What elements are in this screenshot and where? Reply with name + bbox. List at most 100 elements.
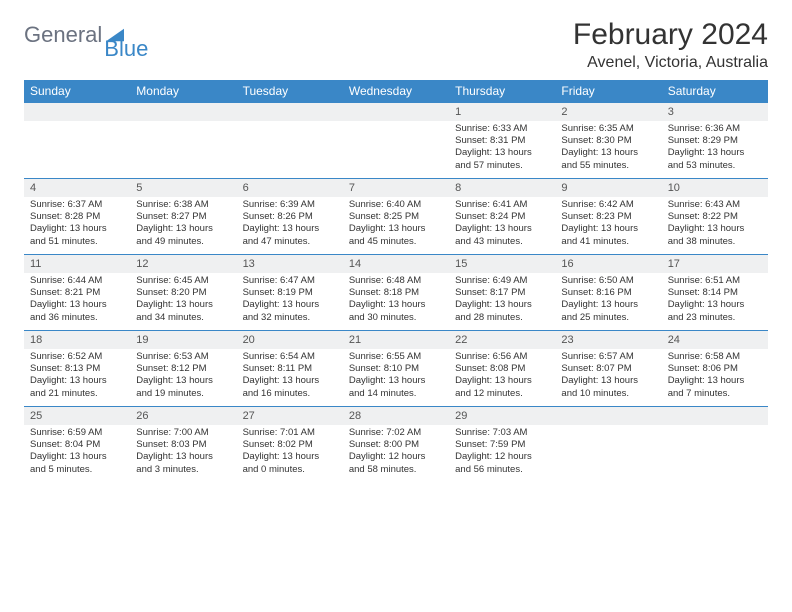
sunset-text: Sunset: 8:16 PM [561,287,655,299]
daylight-text: Daylight: 13 hours and 7 minutes. [668,375,762,400]
sunset-text: Sunset: 8:12 PM [136,363,230,375]
day-number-cell: 4 [24,179,130,197]
sunset-text: Sunset: 8:11 PM [243,363,337,375]
sunset-text: Sunset: 7:59 PM [455,439,549,451]
day-detail-row: Sunrise: 6:44 AMSunset: 8:21 PMDaylight:… [24,273,768,331]
day-number-cell: 21 [343,331,449,349]
weekday-header: Tuesday [237,80,343,103]
day-detail-cell: Sunrise: 7:03 AMSunset: 7:59 PMDaylight:… [449,425,555,483]
daylight-text: Daylight: 13 hours and 14 minutes. [349,375,443,400]
sunset-text: Sunset: 8:14 PM [668,287,762,299]
day-number-cell: 23 [555,331,661,349]
sunrise-text: Sunrise: 6:40 AM [349,199,443,211]
day-number-cell: 25 [24,407,130,425]
sunrise-text: Sunrise: 6:38 AM [136,199,230,211]
sunrise-text: Sunrise: 6:58 AM [668,351,762,363]
day-detail-cell: Sunrise: 6:37 AMSunset: 8:28 PMDaylight:… [24,197,130,255]
day-detail-cell: Sunrise: 6:55 AMSunset: 8:10 PMDaylight:… [343,349,449,407]
day-detail-cell: Sunrise: 6:48 AMSunset: 8:18 PMDaylight:… [343,273,449,331]
day-detail-cell: Sunrise: 6:54 AMSunset: 8:11 PMDaylight:… [237,349,343,407]
daylight-text: Daylight: 13 hours and 12 minutes. [455,375,549,400]
day-number-cell [130,103,236,121]
sunrise-text: Sunrise: 6:51 AM [668,275,762,287]
sunset-text: Sunset: 8:02 PM [243,439,337,451]
day-number-cell [662,407,768,425]
sunset-text: Sunset: 8:29 PM [668,135,762,147]
sunset-text: Sunset: 8:10 PM [349,363,443,375]
sunset-text: Sunset: 8:25 PM [349,211,443,223]
day-detail-cell: Sunrise: 6:36 AMSunset: 8:29 PMDaylight:… [662,121,768,179]
daylight-text: Daylight: 13 hours and 30 minutes. [349,299,443,324]
day-number-cell [555,407,661,425]
daylight-text: Daylight: 13 hours and 3 minutes. [136,451,230,476]
day-number-cell: 13 [237,255,343,273]
sunrise-text: Sunrise: 6:45 AM [136,275,230,287]
daylight-text: Daylight: 13 hours and 53 minutes. [668,147,762,172]
daylight-text: Daylight: 13 hours and 19 minutes. [136,375,230,400]
sunrise-text: Sunrise: 7:00 AM [136,427,230,439]
daylight-text: Daylight: 13 hours and 41 minutes. [561,223,655,248]
day-number-cell: 16 [555,255,661,273]
day-number-row: 45678910 [24,179,768,197]
day-number-cell: 14 [343,255,449,273]
day-detail-cell: Sunrise: 6:47 AMSunset: 8:19 PMDaylight:… [237,273,343,331]
weekday-header: Saturday [662,80,768,103]
sunrise-text: Sunrise: 6:48 AM [349,275,443,287]
daylight-text: Daylight: 13 hours and 45 minutes. [349,223,443,248]
daylight-text: Daylight: 13 hours and 34 minutes. [136,299,230,324]
header: General Blue February 2024 Avenel, Victo… [24,18,768,72]
sunrise-text: Sunrise: 6:42 AM [561,199,655,211]
sunset-text: Sunset: 8:00 PM [349,439,443,451]
day-detail-cell [555,425,661,483]
daylight-text: Daylight: 13 hours and 51 minutes. [30,223,124,248]
day-number-cell: 19 [130,331,236,349]
sunset-text: Sunset: 8:24 PM [455,211,549,223]
month-title: February 2024 [573,18,768,52]
sunrise-text: Sunrise: 6:36 AM [668,123,762,135]
sunset-text: Sunset: 8:18 PM [349,287,443,299]
daylight-text: Daylight: 13 hours and 21 minutes. [30,375,124,400]
sunset-text: Sunset: 8:08 PM [455,363,549,375]
day-number-cell: 24 [662,331,768,349]
day-number-row: 11121314151617 [24,255,768,273]
day-detail-cell: Sunrise: 6:44 AMSunset: 8:21 PMDaylight:… [24,273,130,331]
daylight-text: Daylight: 12 hours and 58 minutes. [349,451,443,476]
day-detail-cell [343,121,449,179]
calendar-body: 123Sunrise: 6:33 AMSunset: 8:31 PMDaylig… [24,103,768,483]
day-detail-cell: Sunrise: 6:35 AMSunset: 8:30 PMDaylight:… [555,121,661,179]
day-number-cell: 18 [24,331,130,349]
daylight-text: Daylight: 13 hours and 5 minutes. [30,451,124,476]
day-number-cell [343,103,449,121]
day-detail-row: Sunrise: 6:59 AMSunset: 8:04 PMDaylight:… [24,425,768,483]
day-number-cell: 9 [555,179,661,197]
sunrise-text: Sunrise: 6:59 AM [30,427,124,439]
day-detail-cell: Sunrise: 7:00 AMSunset: 8:03 PMDaylight:… [130,425,236,483]
day-number-cell: 17 [662,255,768,273]
daylight-text: Daylight: 13 hours and 47 minutes. [243,223,337,248]
day-number-cell: 27 [237,407,343,425]
day-number-row: 2526272829 [24,407,768,425]
day-detail-cell: Sunrise: 6:33 AMSunset: 8:31 PMDaylight:… [449,121,555,179]
daylight-text: Daylight: 13 hours and 38 minutes. [668,223,762,248]
sunrise-text: Sunrise: 6:47 AM [243,275,337,287]
day-detail-cell [24,121,130,179]
sunset-text: Sunset: 8:30 PM [561,135,655,147]
sunrise-text: Sunrise: 6:35 AM [561,123,655,135]
day-detail-cell: Sunrise: 6:56 AMSunset: 8:08 PMDaylight:… [449,349,555,407]
location-subtitle: Avenel, Victoria, Australia [573,54,768,72]
day-detail-cell: Sunrise: 6:38 AMSunset: 8:27 PMDaylight:… [130,197,236,255]
day-detail-row: Sunrise: 6:52 AMSunset: 8:13 PMDaylight:… [24,349,768,407]
day-detail-cell: Sunrise: 6:39 AMSunset: 8:26 PMDaylight:… [237,197,343,255]
day-number-row: 123 [24,103,768,121]
daylight-text: Daylight: 12 hours and 56 minutes. [455,451,549,476]
day-number-cell [237,103,343,121]
sunset-text: Sunset: 8:07 PM [561,363,655,375]
sunrise-text: Sunrise: 6:55 AM [349,351,443,363]
sunset-text: Sunset: 8:31 PM [455,135,549,147]
day-number-cell: 6 [237,179,343,197]
day-detail-cell: Sunrise: 6:43 AMSunset: 8:22 PMDaylight:… [662,197,768,255]
sunrise-text: Sunrise: 6:54 AM [243,351,337,363]
sunset-text: Sunset: 8:03 PM [136,439,230,451]
sunset-text: Sunset: 8:28 PM [30,211,124,223]
daylight-text: Daylight: 13 hours and 49 minutes. [136,223,230,248]
